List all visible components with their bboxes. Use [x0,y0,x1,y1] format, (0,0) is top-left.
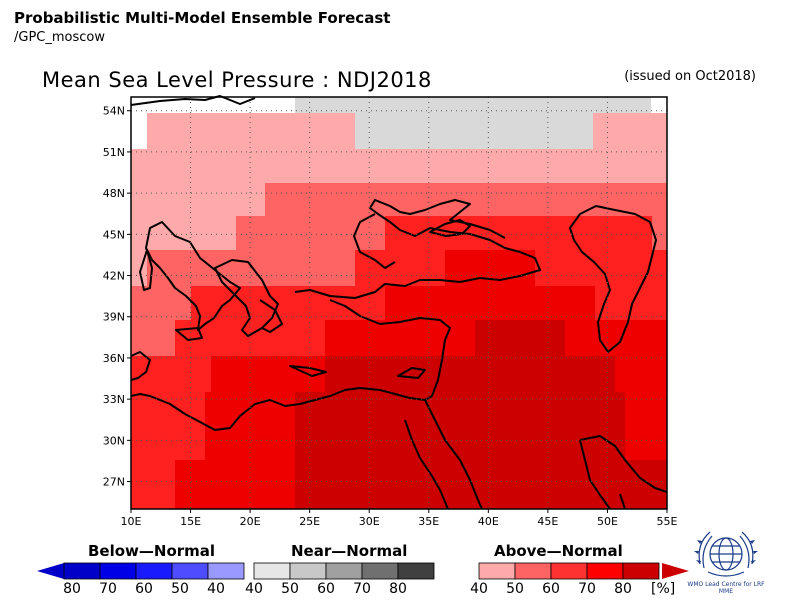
below-normal-tick-label: 40 [207,581,225,597]
above-normal-swatch [586,562,624,580]
above-normal-arrow [662,563,689,579]
below-normal-colorbar: 80 70 60 50 40 [63,562,245,597]
below-normal-swatch [99,562,137,580]
lat-label: 51N [103,146,125,159]
near-normal-swatch [289,562,327,580]
above-normal-swatch [514,562,552,580]
legend-below-normal-label: Below—Normal [88,542,215,560]
above-normal-tick-label: 60 [542,581,560,597]
near-normal-tick-label: 60 [317,581,335,597]
wmo-emblem-icon [694,531,758,577]
above-normal-swatch [550,562,588,580]
near-normal-tick-label: 80 [389,581,407,597]
lon-label: 55E [657,515,678,528]
lon-label: 25E [299,515,320,528]
lat-label: 30N [103,434,125,447]
map-title: Mean Sea Level Pressure : NDJ2018 [42,68,432,92]
below-normal-tick-label: 60 [135,581,153,597]
above-normal-tick-label: 50 [506,581,524,597]
near-normal-colorbar: 40 50 60 70 80 [245,562,435,597]
lat-lon-grid [131,97,667,509]
lon-label: 45E [537,515,558,528]
lat-label: 48N [103,187,125,200]
near-normal-swatch [361,562,399,580]
lat-label: 45N [103,228,125,241]
near-normal-tick-label: 50 [281,581,299,597]
above-normal-tick-label: 70 [578,581,596,597]
above-normal-colorbar: 40 50 60 70 80 [470,562,660,597]
lat-label: 27N [103,476,125,489]
near-normal-tick-label: 40 [245,581,263,597]
lat-label: 42N [103,270,125,283]
near-normal-swatch [325,562,363,580]
below-normal-swatch [171,562,209,580]
below-normal-swatch [63,562,101,580]
lat-label: 54N [103,105,125,118]
product-source: /GPC_moscow [14,30,105,45]
map-axes: 54N 51N 48N 45N 42N 39N 36N 33N 30N 27N 10E 15E 20E 2… [103,105,678,528]
map-frame [130,96,668,510]
coastlines [130,95,668,510]
legend: 80 70 60 50 40 Below—Normal 40 50 60 70 80 Near—… [37,542,689,597]
above-normal-tick-label: 80 [614,581,632,597]
lon-label: 40E [478,515,499,528]
near-normal-tick-label: 70 [353,581,371,597]
legend-near-normal-label: Near—Normal [291,542,407,560]
wmo-logo-caption: WMO Lead Centre for LRF MME [687,581,765,595]
below-normal-tick-label: 80 [63,581,81,597]
above-normal-tick-label: 40 [470,581,488,597]
lon-label: 20E [240,515,261,528]
above-normal-swatch [622,562,660,580]
lon-label: 30E [359,515,380,528]
below-normal-swatch [207,562,245,580]
issued-date: (issued on Oct2018) [624,69,756,84]
below-normal-tick-label: 50 [171,581,189,597]
near-normal-swatch [397,562,435,580]
lon-label: 15E [180,515,201,528]
lon-label: 50E [597,515,618,528]
legend-above-normal-label: Above—Normal [494,542,623,560]
lon-label: 10E [121,515,142,528]
near-normal-swatch [253,562,291,580]
lon-label: 35E [418,515,439,528]
above-normal-swatch [478,562,516,580]
below-normal-tick-label: 70 [99,581,117,597]
lat-label: 36N [103,352,125,365]
legend-unit: [%] [651,581,675,597]
product-title: Probabilistic Multi-Model Ensemble Forec… [14,9,391,27]
lat-label: 33N [103,393,125,406]
lat-label: 39N [103,311,125,324]
below-normal-swatch [135,562,173,580]
probability-field [131,97,667,509]
below-normal-arrow [37,563,64,579]
